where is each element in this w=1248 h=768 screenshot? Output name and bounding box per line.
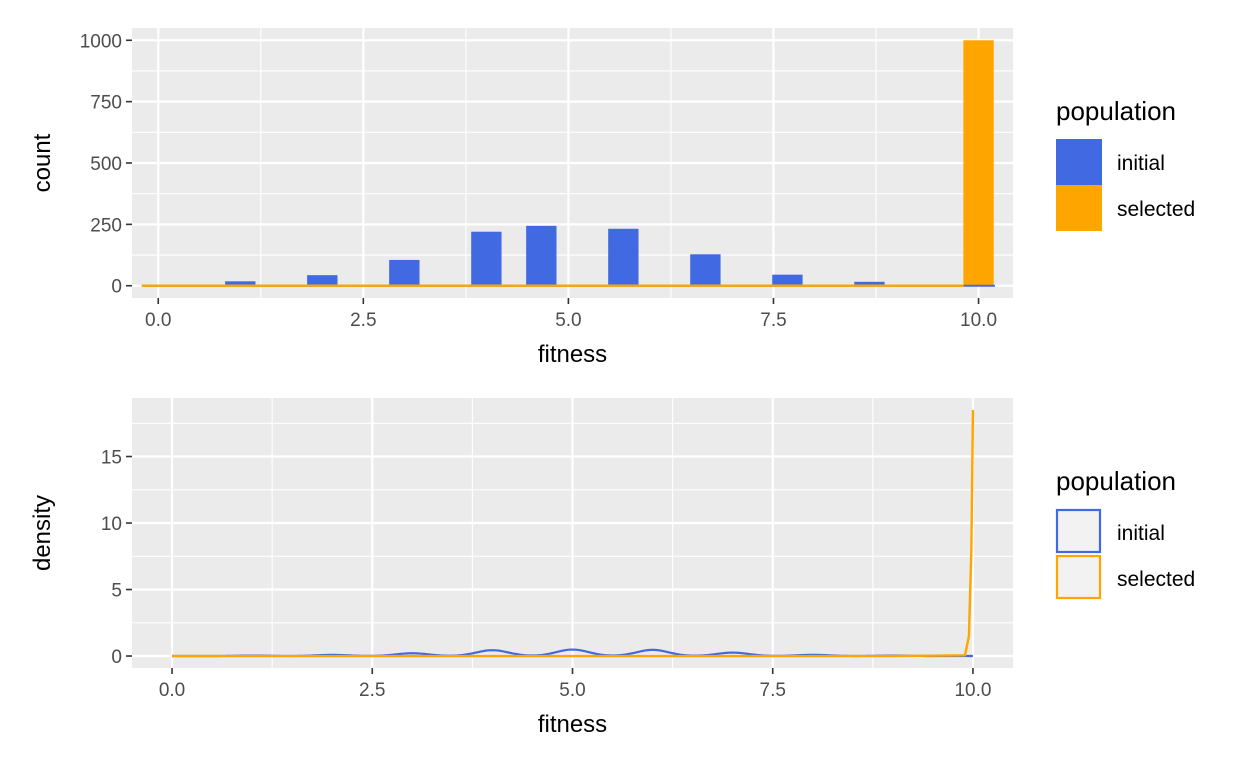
bar-initial (471, 231, 502, 286)
y-tick-label: 5 (111, 581, 122, 602)
bar-initial (854, 281, 885, 286)
legend-key-initial-outline (1055, 508, 1102, 554)
y-tick-label: 750 (90, 93, 122, 114)
density-legend-title: population (1056, 466, 1176, 496)
legend-label-selected: selected (1117, 568, 1195, 591)
x-tick-label: 7.5 (760, 680, 786, 701)
density-axes: 0.0 2.5 5.0 7.5 10.0 0 5 10 15 (101, 448, 992, 701)
density-curves (172, 409, 975, 658)
bar-initial (225, 281, 256, 286)
y-tick-label: 0 (111, 647, 122, 668)
y-tick-label: 10 (101, 514, 122, 535)
y-tick-label: 1000 (80, 31, 122, 52)
bar-initial (389, 259, 420, 286)
histogram-legend: population initial selected (1056, 96, 1195, 231)
x-tick-label: 10.0 (954, 680, 991, 701)
x-tick-label: 10.0 (960, 310, 997, 331)
histogram-bars (141, 40, 995, 287)
bar-initial (307, 275, 338, 286)
legend-label-initial: initial (1117, 522, 1165, 545)
legend-key-initial (1056, 139, 1102, 185)
density-line-selected (172, 409, 975, 658)
density-y-axis-title: density (29, 495, 56, 571)
legend-key-selected-outline (1055, 554, 1102, 600)
x-tick-label: 5.0 (555, 310, 581, 331)
bar-initial (526, 225, 557, 286)
y-tick-label: 0 (111, 277, 122, 298)
histogram-x-axis-title: fitness (538, 341, 607, 368)
histogram-y-axis-title: count (29, 133, 56, 192)
bar-initial (608, 228, 639, 286)
legend-label-initial: initial (1117, 152, 1165, 175)
density-x-axis-title: fitness (538, 711, 607, 738)
bar-selected (963, 40, 994, 286)
bar-initial (690, 254, 721, 286)
x-tick-label: 0.0 (145, 310, 171, 331)
histogram-legend-title: population (1056, 96, 1176, 126)
x-tick-label: 7.5 (760, 310, 786, 331)
density-panel: 0.0 2.5 5.0 7.5 10.0 0 5 10 15 fitness density p… (29, 398, 1195, 738)
density-legend: population initial selected (1055, 466, 1195, 600)
legend-label-selected: selected (1117, 198, 1195, 221)
x-tick-label: 2.5 (359, 680, 385, 701)
x-tick-label: 0.0 (159, 680, 185, 701)
bar-initial (772, 274, 803, 286)
x-tick-label: 2.5 (350, 310, 376, 331)
histogram-panel: 0.0 2.5 5.0 7.5 10.0 0 250 500 750 1000 fitness c… (29, 28, 1195, 368)
legend-key-selected (1056, 185, 1102, 231)
y-tick-label: 15 (101, 448, 122, 469)
y-tick-label: 500 (90, 154, 122, 175)
histogram-axes: 0.0 2.5 5.0 7.5 10.0 0 250 500 750 1000 (80, 31, 997, 331)
y-tick-label: 250 (90, 215, 122, 236)
x-tick-label: 5.0 (559, 680, 585, 701)
